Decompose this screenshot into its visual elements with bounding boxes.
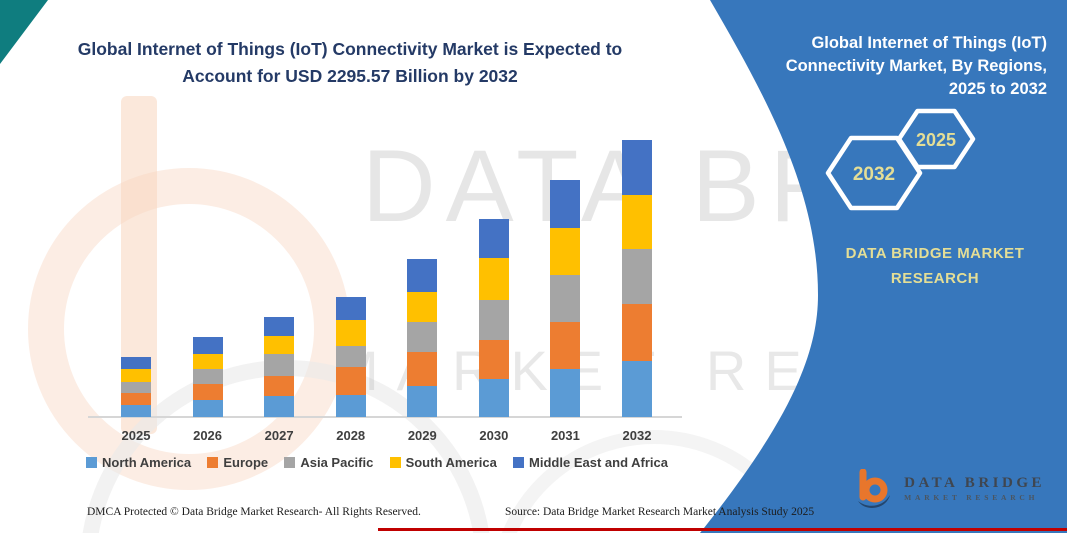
legend-item: North America bbox=[86, 455, 191, 470]
bar-2031 bbox=[550, 179, 581, 417]
bar-segment bbox=[407, 292, 438, 322]
year-label: 2028 bbox=[336, 428, 366, 443]
year-label: 2032 bbox=[622, 428, 652, 443]
bar-segment bbox=[121, 357, 151, 370]
bar-segment bbox=[192, 369, 223, 384]
legend-swatch bbox=[284, 457, 296, 468]
bar-segment bbox=[478, 300, 509, 340]
bar-segment bbox=[621, 249, 652, 304]
legend-label: South America bbox=[405, 455, 497, 470]
legend-swatch bbox=[389, 457, 401, 468]
bar-2029 bbox=[407, 258, 438, 417]
bar-segment bbox=[550, 179, 581, 228]
hexagon-2032-label: 2032 bbox=[853, 164, 895, 185]
bar-segment bbox=[621, 361, 652, 417]
side-panel-title-line1: Global Internet of Things (IoT) bbox=[811, 34, 1047, 52]
legend-label: North America bbox=[102, 455, 192, 470]
source-note: Source: Data Bridge Market Research Mark… bbox=[505, 506, 815, 518]
bar-segment bbox=[192, 337, 223, 354]
bar-segment bbox=[335, 297, 366, 321]
bar-segment bbox=[335, 346, 366, 367]
hexagon-2025-label: 2025 bbox=[916, 130, 956, 150]
legend-label: Europe bbox=[223, 455, 269, 470]
legend-item: South America bbox=[389, 455, 497, 470]
bar-segment bbox=[335, 395, 366, 417]
legend-label: Asia Pacific bbox=[300, 455, 374, 470]
bar-segment bbox=[192, 384, 223, 400]
bar-segment bbox=[621, 139, 652, 195]
logo-text: DATA BRIDGE MARKET RESEARCH bbox=[904, 475, 1045, 503]
bar-2027 bbox=[264, 317, 295, 417]
side-panel-title-line2: Connectivity Market, By Regions, bbox=[785, 57, 1047, 76]
chart-legend: North America Europe Asia Pacific South Ame… bbox=[86, 455, 668, 470]
bar-segment bbox=[621, 194, 652, 249]
bar-2026 bbox=[192, 337, 223, 417]
legend-label: Middle East and Africa bbox=[529, 455, 668, 470]
legend-swatch bbox=[86, 457, 97, 468]
bar-segment bbox=[121, 382, 151, 394]
chart-title: Global Internet of Things (IoT) Connecti… bbox=[55, 36, 645, 90]
bar-segment bbox=[192, 400, 223, 417]
chart-title-line2: Account for USD 2295.57 Billion by 2032 bbox=[182, 66, 518, 87]
bar-segment bbox=[478, 258, 509, 301]
logo-brand-text: DATA BRIDGE bbox=[904, 475, 1045, 492]
bar-segment bbox=[121, 369, 151, 383]
bar-segment bbox=[550, 321, 581, 369]
logo-sub-text: MARKET RESEARCH bbox=[904, 493, 1039, 503]
year-label: 2027 bbox=[264, 428, 294, 443]
bar-2025 bbox=[121, 357, 151, 417]
dmca-notice: DMCA Protected © Data Bridge Market Rese… bbox=[87, 506, 421, 518]
hexagon-2032 bbox=[825, 135, 923, 211]
legend-item: Europe bbox=[207, 455, 268, 470]
bar-segment bbox=[621, 304, 652, 361]
data-bridge-logo-icon bbox=[858, 469, 891, 508]
bar-segment bbox=[407, 386, 438, 417]
legend-item: Asia Pacific bbox=[284, 455, 373, 470]
bar-segment bbox=[121, 405, 151, 417]
bar-segment bbox=[407, 258, 438, 292]
brand-line2: RESEARCH bbox=[890, 269, 980, 287]
bar-segment bbox=[550, 227, 581, 275]
bar-segment bbox=[264, 376, 295, 396]
bar-segment bbox=[550, 369, 581, 417]
bar-segment bbox=[264, 336, 295, 354]
bar-segment bbox=[407, 352, 438, 386]
bar-segment bbox=[264, 396, 295, 417]
side-panel-title: Global Internet of Things (IoT) Connecti… bbox=[717, 32, 1047, 101]
bar-segment bbox=[335, 320, 366, 346]
year-label: 2030 bbox=[479, 428, 509, 443]
year-label: 2025 bbox=[121, 428, 151, 443]
hexagon-2025 bbox=[896, 108, 976, 170]
bar-segment bbox=[335, 367, 366, 395]
bar-2030 bbox=[478, 219, 509, 417]
legend-swatch bbox=[207, 457, 219, 468]
bar-segment bbox=[264, 354, 295, 376]
bar-segment bbox=[550, 274, 581, 322]
x-axis-line bbox=[88, 416, 682, 418]
bar-2032 bbox=[621, 139, 652, 417]
bar-segment bbox=[478, 219, 509, 259]
bar-segment bbox=[407, 322, 438, 352]
bar-segment bbox=[478, 379, 509, 417]
year-label: 2026 bbox=[193, 428, 223, 443]
side-panel-background bbox=[700, 0, 1067, 533]
brand-line1: DATA BRIDGE MARKET bbox=[845, 245, 1025, 262]
legend-item: Middle East and Africa bbox=[513, 455, 668, 470]
bar-segment bbox=[192, 354, 223, 369]
year-label: 2029 bbox=[407, 428, 437, 443]
data-bridge-logo: DATA BRIDGE MARKET RESEARCH bbox=[854, 469, 1045, 509]
side-panel-title-line3: 2025 to 2032 bbox=[948, 80, 1047, 99]
bottom-accent-line bbox=[378, 528, 1067, 531]
bar-segment bbox=[478, 340, 509, 379]
bar-2028 bbox=[335, 297, 366, 417]
brand-wordmark: DATA BRIDGE MARKET RESEARCH bbox=[800, 242, 1067, 292]
legend-swatch bbox=[513, 457, 525, 468]
chart-title-line1: Global Internet of Things (IoT) Connecti… bbox=[77, 39, 623, 59]
year-label: 2031 bbox=[550, 428, 580, 443]
bar-segment bbox=[264, 317, 295, 336]
bar-segment bbox=[121, 393, 151, 406]
